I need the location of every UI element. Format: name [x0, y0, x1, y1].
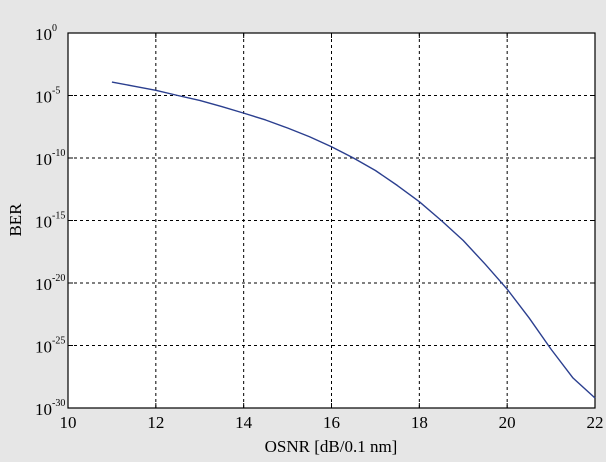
tick-marks: [67, 32, 596, 409]
x-tick-label: 10: [60, 413, 77, 432]
y-tick-exponent: -30: [52, 398, 65, 409]
y-tick-label: 10-5: [35, 86, 60, 107]
y-tick-base: 10: [35, 400, 52, 419]
y-tick-label: 10-15: [35, 211, 65, 232]
y-tick-label: 100: [35, 23, 57, 44]
y-axis-label: BER: [6, 203, 25, 237]
y-tick-base: 10: [35, 338, 52, 357]
y-tick-base: 10: [35, 25, 52, 44]
x-tick-label: 18: [411, 413, 428, 432]
y-tick-label: 10-10: [35, 148, 65, 169]
y-tick-exponent: -15: [52, 211, 65, 222]
grid: [68, 33, 595, 408]
x-axis-label: OSNR [dB/0.1 nm]: [265, 437, 398, 456]
y-tick-label: 10-20: [35, 273, 65, 294]
y-tick-label: 10-30: [35, 398, 65, 419]
y-tick-exponent: 0: [52, 23, 57, 34]
y-tick-exponent: -5: [52, 86, 60, 97]
y-tick-label: 10-25: [35, 336, 65, 357]
y-tick-exponent: -10: [52, 148, 65, 159]
series-line-0: [111, 81, 596, 399]
x-tick-labels: 10 12 14 16 18 20 22: [60, 413, 604, 432]
y-tick-base: 10: [35, 275, 52, 294]
x-tick-label: 12: [147, 413, 164, 432]
y-tick-base: 10: [35, 88, 52, 107]
x-tick-label: 16: [323, 413, 340, 432]
x-tick-label: 22: [587, 413, 604, 432]
x-tick-label: 14: [235, 413, 253, 432]
x-tick-label: 20: [499, 413, 516, 432]
y-tick-exponent: -25: [52, 336, 65, 347]
series-layer: [111, 81, 596, 399]
y-tick-base: 10: [35, 213, 52, 232]
y-tick-exponent: -20: [52, 273, 65, 284]
y-tick-base: 10: [35, 150, 52, 169]
